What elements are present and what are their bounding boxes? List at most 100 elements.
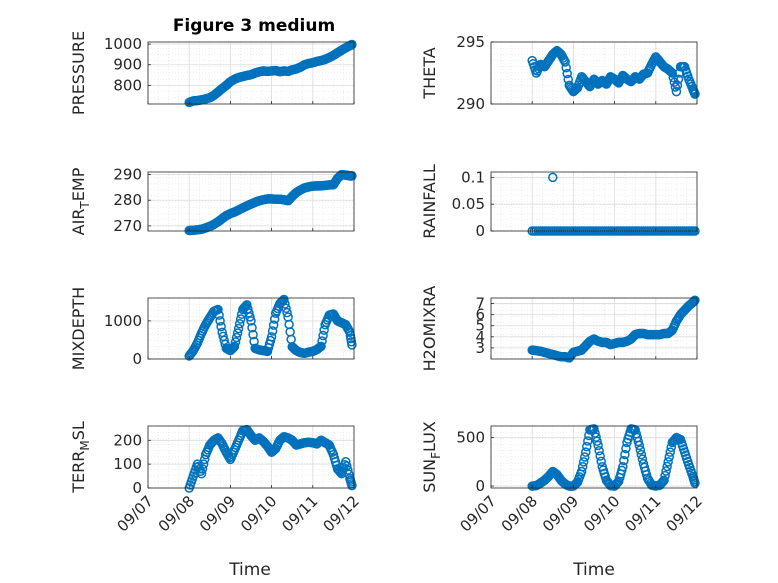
y-tick-label: 200 bbox=[113, 431, 142, 449]
data-point bbox=[215, 316, 225, 326]
data-point bbox=[281, 303, 291, 314]
data-point bbox=[235, 314, 246, 324]
data-point bbox=[562, 68, 572, 79]
data-point bbox=[343, 465, 353, 475]
axes-box bbox=[490, 41, 698, 105]
y-axis-label: MIXDEPTH bbox=[69, 287, 88, 370]
data-point bbox=[248, 329, 258, 340]
data-point bbox=[230, 337, 241, 347]
data-point bbox=[269, 314, 280, 324]
data-point bbox=[576, 466, 587, 477]
data-point bbox=[228, 342, 239, 353]
data-point bbox=[634, 440, 645, 451]
x-tick-label: 09/10 bbox=[237, 492, 280, 535]
y-tick-label: 0 bbox=[475, 477, 485, 495]
data-point bbox=[592, 436, 602, 447]
y-tick-label: 290 bbox=[113, 166, 142, 184]
subplot-sun_flux: 0 500 SUNFLUX 09/0709/0809/0909/1009/1109/1… bbox=[420, 421, 706, 535]
data-point bbox=[197, 464, 208, 474]
y-axis-label: TERRMSL bbox=[69, 421, 92, 494]
x-tick-label: 09/12 bbox=[663, 492, 706, 535]
data-point bbox=[577, 461, 588, 472]
subplot-theta: 290 295 THETA bbox=[420, 33, 700, 113]
data-point bbox=[664, 452, 674, 462]
y-axis-label: SUNFLUX bbox=[420, 421, 443, 493]
subplot-mixdepth: 0 1000 MIXDEPTH bbox=[69, 287, 357, 370]
data-point bbox=[690, 89, 700, 99]
y-axis-label: RAINFALL bbox=[420, 164, 439, 239]
y-tick-label: 7 bbox=[475, 295, 485, 313]
x-tick-label: 09/08 bbox=[155, 492, 198, 535]
x-tick-label: 09/11 bbox=[278, 492, 321, 535]
y-axis-label: THETA bbox=[420, 47, 439, 99]
y-tick-label: 0 bbox=[132, 479, 142, 497]
data-point bbox=[342, 461, 352, 471]
axes-box bbox=[147, 171, 355, 232]
y-tick-label: 1000 bbox=[104, 35, 142, 53]
data-point bbox=[268, 320, 279, 330]
y-tick-label: 0 bbox=[132, 350, 142, 368]
y-tick-label: 900 bbox=[113, 56, 142, 74]
subplot-air_temp: 270 280 290 AIRTEMP bbox=[69, 166, 357, 235]
subplot-rainfall: 0 0.05 0.1 RAINFALL bbox=[420, 164, 700, 240]
data-point bbox=[245, 312, 255, 322]
data-point bbox=[596, 456, 606, 467]
y-tick-label: 0 bbox=[475, 222, 485, 240]
data-point bbox=[317, 336, 327, 346]
y-tick-label: 295 bbox=[456, 33, 485, 51]
data-point bbox=[667, 68, 678, 78]
data-point bbox=[671, 86, 682, 97]
data-point bbox=[621, 443, 631, 454]
data-point bbox=[279, 294, 289, 305]
data-point bbox=[282, 307, 292, 318]
figure-title: Figure 3 medium bbox=[173, 16, 335, 36]
data-point bbox=[560, 57, 570, 67]
data-point bbox=[664, 65, 674, 75]
y-tick-label: 0.1 bbox=[461, 168, 485, 186]
data-point bbox=[668, 72, 679, 83]
y-axis-label: AIRTEMP bbox=[69, 167, 92, 235]
subplot-pressure: 800 900 1000 PRESSURE bbox=[69, 31, 357, 115]
x-axis-label-right: Time bbox=[572, 560, 615, 580]
data-point bbox=[661, 466, 671, 476]
data-point bbox=[579, 452, 590, 462]
y-tick-label: 800 bbox=[113, 76, 142, 94]
axes-box bbox=[147, 297, 355, 360]
data-point bbox=[618, 461, 628, 472]
data-point bbox=[198, 459, 209, 469]
data-point bbox=[232, 328, 243, 338]
data-point bbox=[673, 74, 684, 84]
x-tick-label: 09/12 bbox=[320, 492, 363, 535]
data-point bbox=[347, 39, 357, 50]
y-tick-label: 4 bbox=[475, 328, 485, 346]
data-point bbox=[341, 457, 351, 467]
x-tick-label: 09/07 bbox=[457, 492, 500, 535]
data-point bbox=[578, 457, 589, 467]
axes-box bbox=[490, 171, 698, 232]
data-point bbox=[636, 449, 647, 460]
y-tick-label: 290 bbox=[456, 95, 485, 113]
axes-box bbox=[490, 425, 698, 489]
data-point bbox=[216, 321, 226, 332]
y-axis-label: PRESSURE bbox=[69, 31, 88, 115]
data-point bbox=[635, 445, 646, 455]
y-tick-label: 5 bbox=[475, 317, 485, 335]
data-point bbox=[658, 476, 668, 487]
data-point bbox=[620, 449, 630, 460]
y-tick-label: 6 bbox=[475, 306, 485, 324]
data-point bbox=[660, 470, 670, 481]
x-tick-label: 09/08 bbox=[498, 492, 541, 535]
data-point bbox=[247, 322, 257, 333]
data-point bbox=[672, 80, 683, 91]
data-point bbox=[318, 330, 328, 341]
data-point bbox=[276, 297, 286, 308]
data-point bbox=[663, 457, 673, 467]
data-point bbox=[234, 318, 245, 329]
data-point bbox=[214, 310, 224, 320]
y-tick-label: 1000 bbox=[104, 312, 142, 330]
data-point bbox=[231, 332, 242, 343]
data-point bbox=[316, 341, 326, 352]
